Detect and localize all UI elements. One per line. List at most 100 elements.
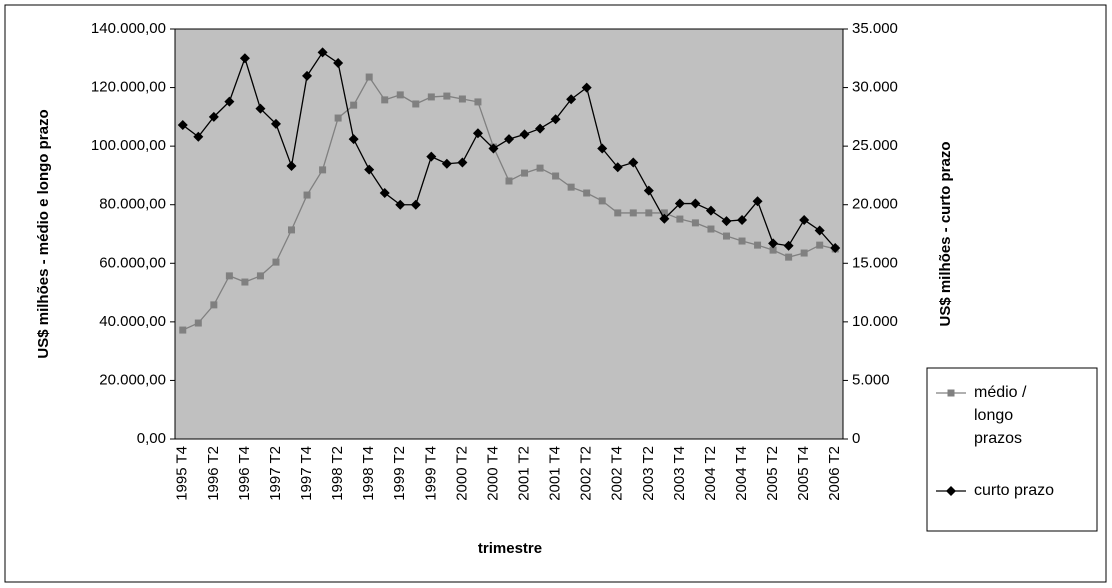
data-point	[410, 199, 421, 210]
data-point	[816, 241, 824, 249]
data-point	[752, 196, 763, 207]
data-point	[645, 209, 653, 217]
x-axis-title: trimestre	[478, 540, 542, 557]
data-point	[552, 172, 560, 180]
data-point	[536, 164, 544, 172]
data-point	[505, 177, 513, 185]
data-point	[691, 219, 699, 227]
data-point	[722, 232, 730, 240]
data-point	[488, 143, 499, 154]
data-point	[381, 96, 389, 104]
data-point	[814, 225, 825, 236]
data-point	[472, 128, 483, 139]
data-point	[225, 272, 233, 280]
data-point	[395, 199, 406, 210]
data-point	[830, 243, 841, 254]
legend-box	[926, 367, 1098, 532]
data-point	[707, 225, 715, 233]
data-point	[396, 91, 404, 99]
y2-tick-label: 25.000	[852, 137, 898, 154]
data-point	[427, 93, 435, 101]
data-point	[179, 326, 187, 334]
y2-tick-label: 35.000	[852, 20, 898, 37]
data-point	[194, 319, 202, 327]
y-tick-label: 100.000,00	[91, 137, 166, 154]
data-point	[583, 189, 591, 197]
plot-area	[174, 28, 844, 440]
data-point	[241, 278, 249, 286]
data-point	[674, 198, 685, 209]
data-point	[458, 95, 466, 103]
data-point	[737, 214, 748, 225]
data-point	[412, 100, 420, 108]
data-point	[628, 157, 639, 168]
data-point	[286, 161, 297, 172]
data-point	[256, 272, 264, 280]
data-point	[535, 123, 546, 134]
data-point	[614, 209, 622, 217]
y2-tick-label: 5.000	[852, 371, 890, 388]
data-point	[319, 166, 327, 174]
data-point	[519, 129, 530, 140]
data-point	[443, 92, 451, 100]
legend-label: curto prazo	[974, 482, 1055, 499]
data-point	[334, 114, 342, 122]
y-tick-label: 120.000,00	[91, 79, 166, 96]
data-point	[550, 114, 561, 125]
data-point	[348, 134, 359, 145]
data-point	[705, 205, 716, 216]
data-point	[426, 151, 437, 162]
y-tick-label: 20.000,00	[99, 371, 166, 388]
data-point	[255, 103, 266, 114]
data-point	[566, 94, 577, 105]
x-tick-label: 2005 T2	[764, 446, 781, 501]
x-tick-label: 1995 T4	[174, 446, 191, 501]
x-tick-label: 1999 T4	[422, 446, 439, 501]
data-point	[441, 158, 452, 169]
x-tick-label: 2004 T2	[702, 446, 719, 501]
legend-marker	[946, 486, 956, 496]
data-point	[521, 169, 529, 177]
data-point	[676, 215, 684, 223]
data-point	[193, 131, 204, 142]
x-tick-label: 1999 T2	[391, 446, 408, 501]
x-tick-label: 1997 T4	[298, 446, 315, 501]
x-tick-label: 2003 T2	[640, 446, 657, 501]
data-point	[364, 164, 375, 175]
x-tick-label: 2002 T4	[609, 446, 626, 501]
x-tick-label: 2000 T4	[484, 446, 501, 501]
y-axis-title: US$ milhões - médio e longo prazo	[35, 109, 52, 358]
y-tick-label: 60.000,00	[99, 254, 166, 271]
data-point	[177, 120, 188, 131]
y2-axis-title: US$ milhões - curto prazo	[937, 141, 954, 326]
data-point	[270, 118, 281, 129]
y-tick-label: 140.000,00	[91, 20, 166, 37]
legend-marker	[947, 389, 955, 397]
data-point	[239, 53, 250, 64]
x-tick-label: 1996 T4	[236, 446, 253, 501]
data-point	[629, 209, 637, 217]
data-point	[504, 134, 514, 145]
data-point	[365, 73, 373, 81]
x-tick-label: 2001 T4	[547, 446, 564, 501]
y2-tick-label: 30.000	[852, 79, 898, 96]
y-tick-label: 80.000,00	[99, 196, 166, 213]
x-tick-label: 2003 T4	[671, 446, 688, 501]
data-point	[302, 70, 313, 81]
data-point	[598, 197, 606, 205]
data-point	[660, 209, 668, 217]
data-point	[659, 213, 670, 224]
data-point	[333, 57, 344, 68]
x-tick-label: 2005 T4	[795, 446, 812, 501]
data-point	[303, 191, 311, 199]
data-point	[474, 98, 482, 106]
x-tick-label: 2004 T4	[733, 446, 750, 501]
y-tick-label: 0,00	[137, 430, 166, 447]
data-point	[379, 188, 390, 198]
legend-label: médio / longo prazos	[974, 384, 1027, 447]
y2-tick-label: 20.000	[852, 196, 898, 213]
data-point	[721, 216, 732, 227]
data-point	[208, 111, 219, 122]
